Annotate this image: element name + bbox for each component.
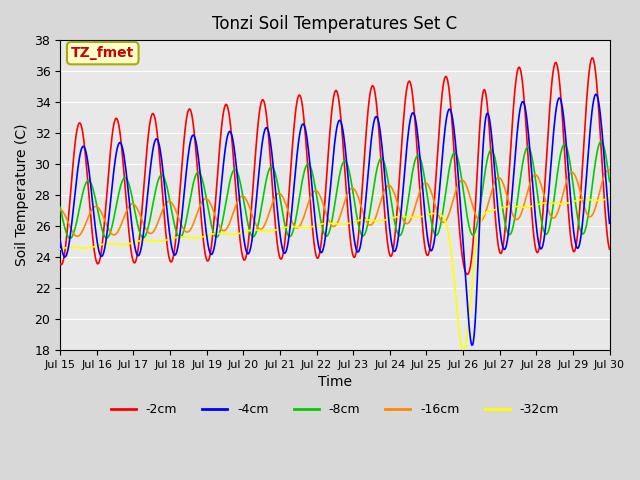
Text: TZ_fmet: TZ_fmet [71,46,134,60]
Title: Tonzi Soil Temperatures Set C: Tonzi Soil Temperatures Set C [212,15,458,33]
Legend: -2cm, -4cm, -8cm, -16cm, -32cm: -2cm, -4cm, -8cm, -16cm, -32cm [106,398,564,421]
X-axis label: Time: Time [318,375,352,389]
Y-axis label: Soil Temperature (C): Soil Temperature (C) [15,124,29,266]
